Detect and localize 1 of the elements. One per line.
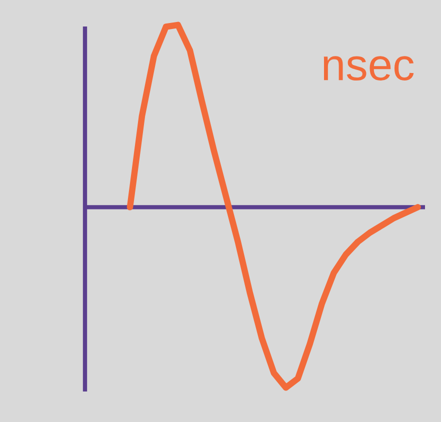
annotation: nsec	[324, 56, 414, 81]
